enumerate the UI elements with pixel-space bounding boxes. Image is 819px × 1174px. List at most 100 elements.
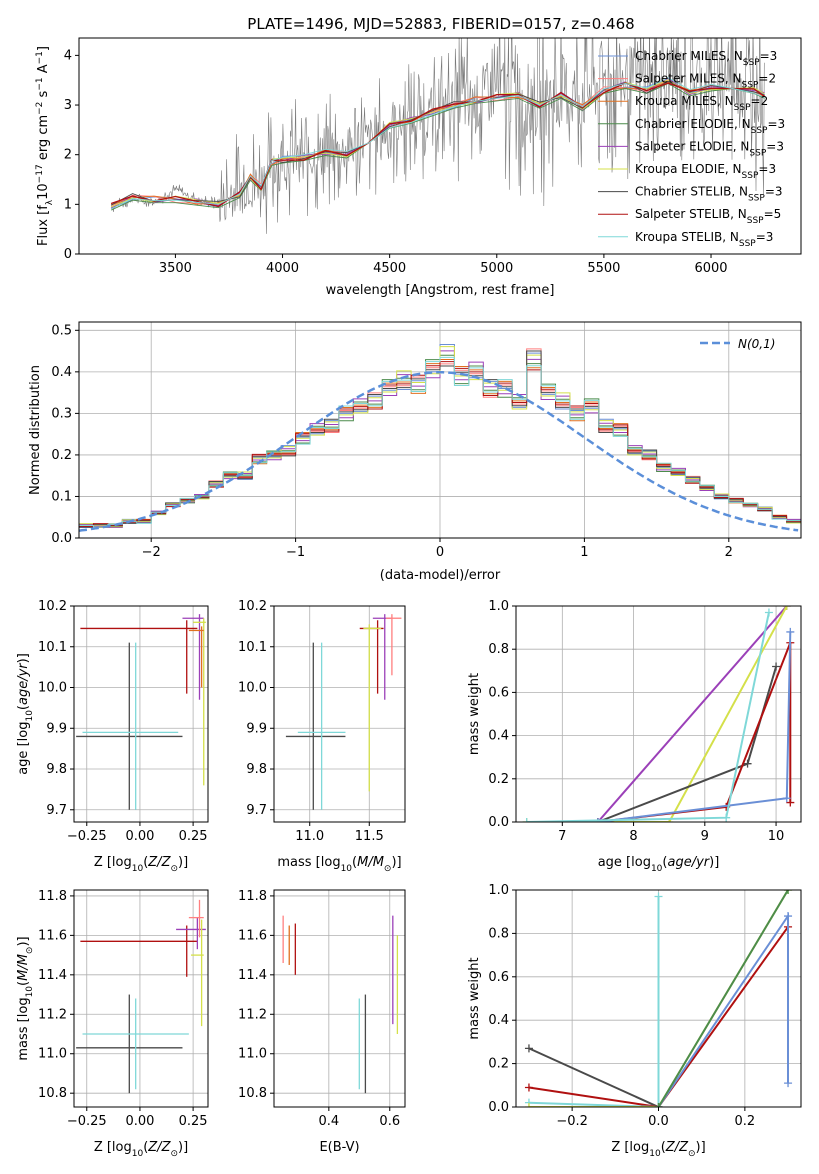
y-tick-label: 1.0 [488,599,509,614]
data-spectrum-line [110,38,765,234]
x-tick-label: −1 [286,545,305,560]
x-tick-label: 0.4 [318,1114,339,1129]
plot-frame [273,889,406,1108]
y-tick-label: 0.3 [51,406,72,421]
x-tick-label: 0.25 [179,829,208,844]
y-tick-label: 4 [64,48,72,63]
x-tick-label: 5000 [480,261,513,276]
y-tick-label: 0.0 [51,531,72,546]
y-tick-label: 10.0 [238,681,267,696]
y-tick-label: 0 [64,247,72,262]
x-tick-label: 0.0 [648,1114,669,1129]
y-tick-label: 0.2 [51,448,72,463]
y-tick-label: 9.7 [46,803,67,818]
weight-marker [786,798,795,807]
model-line-4 [110,82,765,211]
massweight_vs_Z-plot-area [524,890,793,1107]
mass_vs_Z-plot-area [76,899,206,1094]
y-axis-label: mass [log10(M/M⊙)] [16,936,35,1060]
y-tick-label: 1 [64,197,72,212]
x-axis-label: mass [log10(M/M⊙)] [277,855,401,874]
weight-marker [524,1103,533,1107]
y-tick-label: 9.7 [246,803,267,818]
y-tick-label: 0.2 [488,772,509,787]
x-tick-label: −0.25 [67,829,107,844]
legend-label: Salpeter ELODIE, NSSP=3 [635,139,784,158]
x-axis-label: (data-model)/error [380,568,501,583]
x-tick-label: −0.25 [67,1114,107,1129]
legend-label: Chabrier MILES, NSSP=3 [635,49,777,68]
x-tick-label: 0.00 [125,829,154,844]
plot-frame [73,605,209,823]
y-axis-label: mass weight [467,673,482,755]
y-tick-label: 11.0 [238,1047,267,1062]
plot-frame [78,321,802,539]
y-tick-label: 0.5 [51,323,72,338]
weight-marker [764,608,773,617]
weight-line-3 [528,896,660,1107]
plot-frame [273,605,406,823]
legend-label: Kroupa ELODIE, NSSP=3 [635,162,776,181]
x-tick-label: 4500 [373,261,406,276]
y-tick-label: 9.9 [46,721,67,736]
weight-marker [784,1079,793,1088]
residual-hist-8 [79,361,801,527]
legend-label: Chabrier ELODIE, NSSP=3 [635,117,785,136]
x-axis-label: Z [log10(Z/Z⊙)] [94,855,188,874]
weight-line-3 [597,666,778,822]
weight-line-2 [526,606,788,822]
weight-line-6 [526,612,770,822]
weight-marker [784,912,793,921]
y-tick-label: 11.2 [38,1007,67,1022]
massweight_vs_age-plot-area [522,606,795,822]
y-tick-label: 10.2 [238,599,267,614]
x-tick-label: 2 [725,545,733,560]
weight-marker [522,818,531,822]
x-tick-label: 6000 [694,261,727,276]
legend-label: Kroupa MILES, NSSP=2 [635,94,768,113]
x-axis-label: E(B-V) [319,1140,359,1155]
y-tick-label: 9.9 [246,721,267,736]
y-axis-label: Flux [fλ10−17 erg cm−2 s−1 A−1] [35,46,55,246]
y-tick-label: 0.2 [488,1057,509,1072]
x-tick-label: 7 [558,829,566,844]
y-tick-label: 10.8 [238,1086,267,1101]
normal-curve [79,371,799,532]
y-tick-label: 0.8 [488,642,509,657]
y-tick-label: 0.1 [51,489,72,504]
panel-mass_vs_Z: −0.25 0.00 0.25 10.8 11.0 11.2 11.4 11.6 11.8 Z [… [16,889,209,1159]
plot-frame [78,37,802,255]
legend-label: Salpeter MILES, NSSP=2 [635,72,776,91]
weight-marker [782,606,791,610]
y-tick-label: 0.4 [488,729,509,744]
weight-marker [786,627,795,636]
y-tick-label: 11.4 [238,968,267,983]
y-tick-label: 10.8 [38,1086,67,1101]
weight-line-6 [657,890,789,1107]
residual-hist-9 [79,356,801,528]
panel-age_vs_mass: 11.0 11.5 9.7 9.8 9.9 10.0 10.1 10.2 mass [log10… [238,599,406,874]
x-tick-label: 8 [629,829,637,844]
residual-plot-area [79,343,801,532]
weight-marker [593,818,602,822]
x-tick-label: 3500 [159,261,192,276]
y-tick-label: 10.1 [38,640,67,655]
legend-label: Salpeter STELIB, NSSP=5 [635,207,781,226]
y-tick-label: 11.2 [238,1007,267,1022]
x-tick-label: 0.6 [379,1114,400,1129]
y-axis-label: age [log10(age/yr)] [16,653,35,775]
x-tick-label: 9 [701,829,709,844]
x-tick-label: 4000 [266,261,299,276]
x-tick-label: 5500 [587,261,620,276]
age_vs_mass-plot-area [285,614,402,810]
y-tick-label: 10.2 [38,599,67,614]
legend-label: Chabrier STELIB, NSSP=3 [635,185,783,204]
legend-label: N(0,1) [738,337,775,351]
x-axis-label: Z [log10(Z/Z⊙)] [94,1140,188,1159]
weight-marker [654,1103,663,1107]
y-tick-label: 3 [64,98,72,113]
y-tick-label: 11.4 [38,968,67,983]
plot-frame [515,605,802,823]
weight-marker [524,1044,533,1053]
